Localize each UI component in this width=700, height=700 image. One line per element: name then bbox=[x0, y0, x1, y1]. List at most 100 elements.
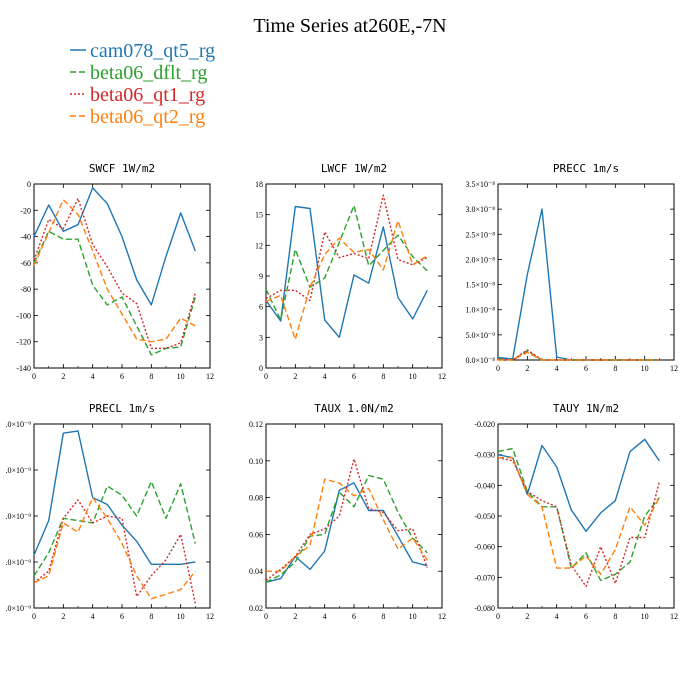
y-tick-label: -20 bbox=[20, 206, 31, 215]
x-tick-label: 10 bbox=[641, 364, 649, 373]
series-line-beta06_qt2_rg bbox=[33, 199, 196, 343]
panel-title: TAUX 1.0N/m2 bbox=[314, 402, 393, 415]
figure-title: Time Series at260E,-7N bbox=[253, 15, 446, 37]
x-tick-label: 10 bbox=[409, 612, 417, 621]
y-tick-label: 1.0×10⁻⁸ bbox=[465, 306, 495, 315]
x-tick-label: 10 bbox=[409, 372, 417, 381]
series-line-beta06_qt1_rg bbox=[33, 499, 196, 604]
y-tick-label: -0.030 bbox=[474, 451, 495, 460]
x-tick-label: 6 bbox=[352, 612, 356, 621]
x-tick-label: 6 bbox=[584, 612, 588, 621]
y-tick-label: 3 bbox=[259, 333, 263, 342]
y-tick-label: 15 bbox=[255, 211, 263, 220]
series-line-beta06_dflt_rg bbox=[265, 474, 428, 583]
x-tick-label: 0 bbox=[264, 372, 268, 381]
x-tick-label: 6 bbox=[120, 372, 124, 381]
panel-title: TAUY 1N/m2 bbox=[553, 402, 619, 415]
x-tick-label: 8 bbox=[613, 612, 617, 621]
series-line-cam078_qt5_rg bbox=[265, 205, 428, 338]
chart-panel-0: SWCF 1W/m2 0 2 4 6 8 10 12 -140 -120 -100 -80 -60 -40… bbox=[16, 162, 214, 381]
plot-frame bbox=[265, 423, 443, 609]
x-tick-label: 4 bbox=[323, 372, 327, 381]
series-line-beta06_qt1_rg bbox=[497, 349, 660, 361]
y-tick-label: -100 bbox=[16, 311, 31, 320]
chart-panel-3: PRECL 1m/s 0 2 4 6 8 10 12 .0×10⁻⁹ .0×10⁻⁹ .0×10⁻⁹… bbox=[5, 402, 214, 621]
series-line-beta06_qt2_rg bbox=[498, 457, 660, 575]
legend: cam078_qt5_rg beta06_dflt_rg beta06_qt1_… bbox=[70, 40, 215, 128]
x-tick-label: 8 bbox=[381, 372, 385, 381]
x-tick-label: 2 bbox=[61, 372, 65, 381]
y-tick-label: -60 bbox=[20, 259, 31, 268]
x-tick-label: 12 bbox=[438, 372, 446, 381]
series-line-beta06_qt2_rg bbox=[498, 351, 660, 361]
y-tick-label: 0.0×10⁻⁸ bbox=[465, 356, 495, 365]
y-tick-label: 1.5×10⁻⁸ bbox=[465, 281, 495, 290]
series-line-beta06_dflt_rg bbox=[33, 480, 196, 577]
x-tick-label: 6 bbox=[120, 612, 124, 621]
y-tick-label: -0.020 bbox=[474, 420, 495, 429]
y-tick-label: 3.0×10⁻⁸ bbox=[465, 205, 495, 214]
panel-title: PRECC 1m/s bbox=[553, 162, 619, 175]
y-tick-label: 0.10 bbox=[249, 457, 263, 466]
series-line-beta06_qt1_rg bbox=[33, 197, 196, 349]
x-tick-label: 12 bbox=[670, 364, 678, 373]
y-tick-label: 0 bbox=[259, 364, 263, 373]
y-tick-label: .0×10⁻⁹ bbox=[5, 466, 31, 475]
x-tick-label: 0 bbox=[496, 364, 500, 373]
y-tick-label: 2.0×10⁻⁸ bbox=[465, 255, 495, 264]
x-tick-label: 6 bbox=[352, 372, 356, 381]
series-line-cam078_qt5_rg bbox=[33, 430, 196, 565]
series-line-beta06_qt2_rg bbox=[265, 220, 428, 341]
x-tick-label: 10 bbox=[177, 372, 185, 381]
series-line-beta06_dflt_rg bbox=[265, 204, 428, 321]
y-tick-label: 0.02 bbox=[249, 604, 263, 613]
y-tick-label: 6 bbox=[259, 303, 263, 312]
y-tick-label: -0.050 bbox=[474, 512, 495, 521]
y-tick-label: .0×10⁻⁹ bbox=[5, 512, 31, 521]
chart-panels: SWCF 1W/m2 0 2 4 6 8 10 12 -140 -120 -100 -80 -60 -40… bbox=[5, 162, 678, 621]
x-tick-label: 4 bbox=[91, 372, 95, 381]
x-tick-label: 8 bbox=[149, 372, 153, 381]
legend-label-1: beta06_dflt_rg bbox=[90, 62, 207, 84]
series-line-cam078_qt5_rg bbox=[33, 187, 196, 306]
x-tick-label: 10 bbox=[641, 612, 649, 621]
y-tick-label: .0×10⁻⁹ bbox=[5, 420, 31, 429]
y-tick-label: -140 bbox=[16, 364, 31, 373]
panel-title: PRECL 1m/s bbox=[89, 402, 155, 415]
x-tick-label: 12 bbox=[438, 612, 446, 621]
series-line-beta06_qt2_rg bbox=[33, 496, 196, 600]
x-tick-label: 2 bbox=[525, 612, 529, 621]
x-tick-label: 6 bbox=[584, 364, 588, 373]
series-line-beta06_qt1_rg bbox=[265, 458, 428, 581]
chart-panel-4: TAUX 1.0N/m2 0 2 4 6 8 10 12 0.02 0.04 0.06 0.08 0.1… bbox=[249, 402, 446, 621]
x-tick-label: 4 bbox=[323, 612, 327, 621]
series-line-beta06_qt2_rg bbox=[266, 478, 428, 572]
plot-frame bbox=[33, 183, 211, 369]
y-tick-label: .0×10⁻⁹ bbox=[5, 604, 31, 613]
panel-title: LWCF 1W/m2 bbox=[321, 162, 387, 175]
y-tick-label: 5.0×10⁻⁹ bbox=[465, 331, 495, 340]
y-tick-label: 0.08 bbox=[249, 494, 263, 503]
x-tick-label: 2 bbox=[293, 612, 297, 621]
plot-frame bbox=[497, 423, 675, 609]
y-tick-label: 9 bbox=[259, 272, 263, 281]
y-tick-label: 2.5×10⁻⁸ bbox=[465, 230, 495, 239]
y-tick-label: -120 bbox=[16, 338, 31, 347]
x-tick-label: 4 bbox=[91, 612, 95, 621]
x-tick-label: 2 bbox=[61, 612, 65, 621]
x-tick-label: 4 bbox=[555, 364, 559, 373]
x-tick-label: 0 bbox=[264, 612, 268, 621]
series-line-beta06_dflt_rg bbox=[497, 350, 660, 361]
series-line-beta06_dflt_rg bbox=[497, 447, 660, 582]
y-tick-label: -0.060 bbox=[474, 543, 495, 552]
series-line-beta06_qt1_rg bbox=[265, 194, 428, 302]
y-tick-label: 0.06 bbox=[249, 530, 263, 539]
y-tick-label: -0.070 bbox=[474, 573, 495, 582]
y-tick-label: -40 bbox=[20, 233, 31, 242]
y-tick-label: -0.080 bbox=[474, 604, 495, 613]
x-tick-label: 0 bbox=[32, 612, 36, 621]
y-tick-label: .0×10⁻⁹ bbox=[5, 558, 31, 567]
y-tick-label: 18 bbox=[255, 180, 263, 189]
plot-frame bbox=[497, 183, 675, 361]
